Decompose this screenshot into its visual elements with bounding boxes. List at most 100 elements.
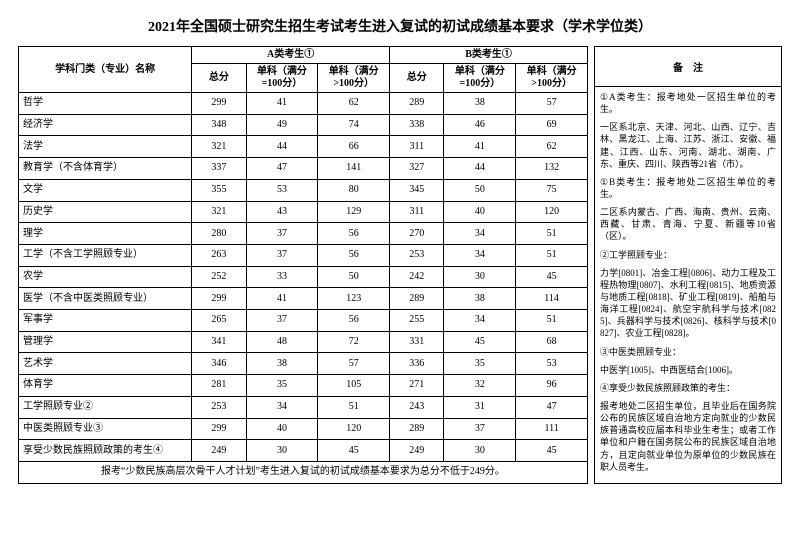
cell-b-sg100: 51 [516, 223, 588, 245]
remark-note-3-detail: 中医学[1005]、中西医结合[1006]。 [600, 364, 776, 376]
cell-b-sg100: 45 [516, 440, 588, 462]
remarks-panel: 备 注 ①A类考生：报考地处一区招生单位的考生。 一区系北京、天津、河北、山西、… [594, 46, 782, 484]
cell-b-total: 270 [390, 223, 444, 245]
cell-b-total: 289 [390, 93, 444, 115]
table-row: 经济学34849743384669 [19, 114, 588, 136]
cell-a-s100: 38 [246, 353, 318, 375]
cell-subject: 中医类照顾专业③ [19, 418, 192, 440]
remark-note-1a-detail: 一区系北京、天津、河北、山西、辽宁、吉林、黑龙江、上海、江苏、浙江、安徽、福建、… [600, 121, 776, 170]
cell-a-sg100: 66 [318, 136, 390, 158]
cell-b-total: 345 [390, 179, 444, 201]
remark-note-1b: ①B类考生：报考地处二区招生单位的考生。 [600, 176, 776, 200]
cell-a-total: 280 [192, 223, 246, 245]
cell-b-total: 311 [390, 201, 444, 223]
cell-subject: 法学 [19, 136, 192, 158]
cell-b-sg100: 96 [516, 375, 588, 397]
remark-note-1a: ①A类考生：报考地处一区招生单位的考生。 [600, 91, 776, 115]
cell-b-s100: 50 [444, 179, 516, 201]
cell-b-s100: 31 [444, 396, 516, 418]
cell-a-total: 321 [192, 136, 246, 158]
cell-a-total: 337 [192, 158, 246, 180]
cell-a-total: 321 [192, 201, 246, 223]
cell-a-s100: 40 [246, 418, 318, 440]
cell-b-sg100: 69 [516, 114, 588, 136]
cell-subject: 管理学 [19, 331, 192, 353]
remarks-header: 备 注 [595, 47, 781, 87]
cell-b-s100: 44 [444, 158, 516, 180]
cell-a-s100: 37 [246, 223, 318, 245]
cell-a-total: 299 [192, 288, 246, 310]
cell-a-total: 348 [192, 114, 246, 136]
cell-a-s100: 41 [246, 93, 318, 115]
cell-a-sg100: 56 [318, 310, 390, 332]
cell-b-sg100: 47 [516, 396, 588, 418]
cell-a-sg100: 129 [318, 201, 390, 223]
cell-b-total: 289 [390, 288, 444, 310]
cell-a-sg100: 51 [318, 396, 390, 418]
cell-a-sg100: 80 [318, 179, 390, 201]
table-row: 管理学34148723314568 [19, 331, 588, 353]
th-subject: 学科门类（专业）名称 [19, 47, 192, 93]
th-a-total: 总分 [192, 64, 246, 93]
cell-a-total: 249 [192, 440, 246, 462]
cell-b-sg100: 75 [516, 179, 588, 201]
table-row: 教育学（不含体育学）3374714132744132 [19, 158, 588, 180]
cell-a-sg100: 56 [318, 244, 390, 266]
th-b-sg100: 单科（满分>100分） [516, 64, 588, 93]
cell-b-total: 289 [390, 418, 444, 440]
cell-b-total: 338 [390, 114, 444, 136]
cell-b-s100: 45 [444, 331, 516, 353]
table-row: 艺术学34638573363553 [19, 353, 588, 375]
table-row: 哲学29941622893857 [19, 93, 588, 115]
cell-b-s100: 32 [444, 375, 516, 397]
remark-note-4-detail: 报考地处二区招生单位，且毕业后在国务院公布的民族区域自治地方定向就业的少数民族普… [600, 400, 776, 473]
cell-b-sg100: 45 [516, 266, 588, 288]
cell-a-s100: 43 [246, 201, 318, 223]
cell-b-sg100: 120 [516, 201, 588, 223]
cell-a-total: 253 [192, 396, 246, 418]
cell-subject: 农学 [19, 266, 192, 288]
table-row: 理学28037562703451 [19, 223, 588, 245]
th-a-sg100: 单科（满分>100分） [318, 64, 390, 93]
cell-a-total: 341 [192, 331, 246, 353]
cell-a-total: 281 [192, 375, 246, 397]
table-row: 体育学281351052713296 [19, 375, 588, 397]
cell-b-s100: 41 [444, 136, 516, 158]
cell-b-sg100: 51 [516, 310, 588, 332]
cell-a-s100: 37 [246, 310, 318, 332]
cell-subject: 理学 [19, 223, 192, 245]
cell-a-sg100: 57 [318, 353, 390, 375]
table-row: 文学35553803455075 [19, 179, 588, 201]
footnote-text: 报考“少数民族高层次骨干人才计划”考生进入复试的初试成绩基本要求为总分不低于24… [19, 462, 588, 484]
cell-a-sg100: 105 [318, 375, 390, 397]
cell-a-sg100: 45 [318, 440, 390, 462]
cell-subject: 工学（不含工学照顾专业） [19, 244, 192, 266]
cell-b-s100: 34 [444, 223, 516, 245]
cell-a-s100: 48 [246, 331, 318, 353]
cell-b-sg100: 68 [516, 331, 588, 353]
remark-note-2-detail: 力学[0801]、冶金工程[0806]、动力工程及工程热物理[0807]、水利工… [600, 267, 776, 340]
cell-a-s100: 47 [246, 158, 318, 180]
cell-a-s100: 49 [246, 114, 318, 136]
cell-a-total: 355 [192, 179, 246, 201]
cell-a-sg100: 74 [318, 114, 390, 136]
cell-subject: 哲学 [19, 93, 192, 115]
cell-a-total: 263 [192, 244, 246, 266]
cell-b-s100: 30 [444, 266, 516, 288]
cell-a-total: 299 [192, 418, 246, 440]
cell-b-total: 243 [390, 396, 444, 418]
table-row: 军事学26537562553451 [19, 310, 588, 332]
cell-b-sg100: 53 [516, 353, 588, 375]
cell-b-sg100: 114 [516, 288, 588, 310]
cell-a-s100: 41 [246, 288, 318, 310]
footnote-row: 报考“少数民族高层次骨干人才计划”考生进入复试的初试成绩基本要求为总分不低于24… [19, 462, 588, 484]
cell-b-total: 327 [390, 158, 444, 180]
cell-b-s100: 34 [444, 244, 516, 266]
cell-a-s100: 33 [246, 266, 318, 288]
cell-subject: 教育学（不含体育学） [19, 158, 192, 180]
cell-a-s100: 35 [246, 375, 318, 397]
table-row: 医学（不含中医类照顾专业）2994112328938114 [19, 288, 588, 310]
table-row: 工学照顾专业②25334512433147 [19, 396, 588, 418]
remark-note-2: ②工学照顾专业： [600, 249, 776, 261]
table-body: 哲学29941622893857经济学34849743384669法学32144… [19, 93, 588, 462]
